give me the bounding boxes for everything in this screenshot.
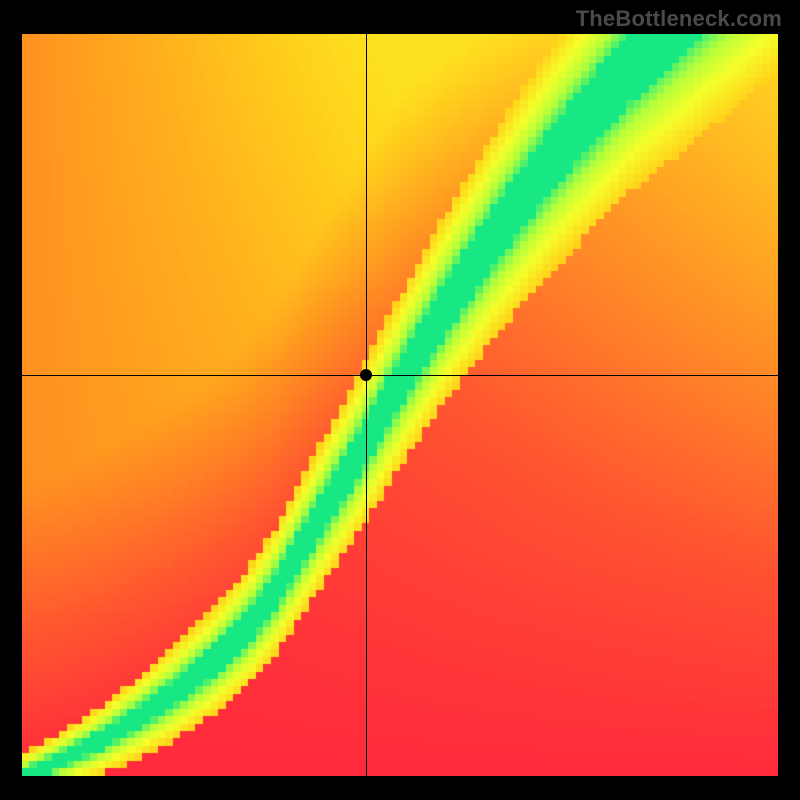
heatmap-plot <box>22 34 778 776</box>
watermark-text: TheBottleneck.com <box>576 6 782 32</box>
chart-frame: TheBottleneck.com <box>0 0 800 800</box>
crosshair-horizontal <box>22 375 778 376</box>
crosshair-marker <box>360 369 372 381</box>
crosshair-vertical <box>366 34 367 776</box>
heatmap-canvas <box>22 34 778 776</box>
